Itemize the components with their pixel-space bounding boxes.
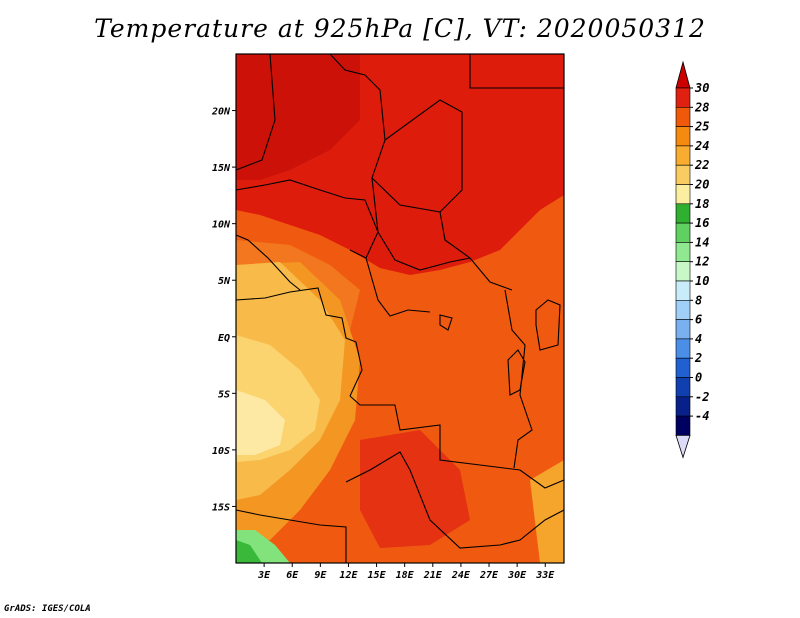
y-tick-label: 10S (212, 446, 230, 457)
country-borders (236, 54, 564, 563)
colorbar-segment (675, 377, 691, 398)
x-tick-label: 9E (314, 570, 327, 581)
x-tick-label: 15E (368, 570, 387, 581)
colorbar-label: 0 (695, 371, 702, 385)
colorbar-label: 30 (694, 81, 709, 95)
x-tick-label: 33E (535, 570, 555, 581)
colorbar-segment (675, 396, 691, 417)
field-orange-southeast (530, 460, 564, 563)
colorbar-label: 14 (695, 235, 709, 249)
colorbar-segment (675, 261, 691, 282)
colorbar-segment (675, 319, 691, 340)
colorbar-label: 18 (695, 197, 709, 211)
colorbar-bottom-arrow (675, 434, 691, 459)
colorbar-segment (675, 145, 691, 166)
x-axis: 3E 6E 9E 12E 15E 18E 21E 24E 27E 30E 33E (257, 563, 555, 581)
colorbar-segment (675, 87, 691, 108)
colorbar-label: 10 (695, 274, 709, 288)
colorbar-label: 20 (694, 178, 709, 192)
field-very-hot-patch (236, 54, 360, 180)
colorbar-label: 4 (695, 332, 702, 346)
colorbar-label: -4 (695, 409, 709, 423)
y-tick-label: 15S (212, 502, 230, 513)
x-tick-label: 12E (339, 570, 358, 581)
colorbar-segment (675, 222, 691, 243)
map-frame (235, 53, 565, 564)
y-tick-label: 20N (211, 107, 231, 118)
temperature-field (236, 54, 564, 563)
x-tick-label: 24E (451, 570, 471, 581)
colorbar-segment (675, 299, 691, 320)
x-tick-label: 3E (257, 570, 271, 581)
x-tick-label: 30E (507, 570, 527, 581)
y-tick-label: 5N (218, 276, 231, 287)
colorbar-label: 12 (695, 255, 709, 269)
colorbar-top-arrow (675, 60, 691, 89)
colorbar-segment (675, 184, 691, 205)
x-tick-label: 6E (286, 570, 299, 581)
colorbar-segment (675, 242, 691, 262)
colorbar-segment (675, 126, 691, 147)
y-tick-label: 5S (218, 389, 230, 400)
y-tick-label: EQ (218, 333, 230, 344)
x-tick-label: 27E (479, 570, 499, 581)
y-axis: 20N 15N 10N 5N EQ 5S 10S 15S (211, 107, 236, 513)
colorbar-label: 24 (694, 139, 709, 153)
y-tick-label: 10N (212, 220, 231, 231)
y-tick-label: 15N (212, 163, 231, 174)
colorbar-label: 2 (694, 351, 702, 365)
colorbar-segment (675, 280, 691, 301)
colorbar-segment (675, 357, 691, 378)
colorbar-label: 25 (694, 120, 709, 134)
colorbar-label: 28 (694, 100, 709, 114)
colorbar-label: 16 (695, 216, 709, 230)
colorbar-segment (675, 338, 691, 359)
field-green-southwest (236, 540, 262, 563)
colorbar-segment (675, 164, 691, 185)
colorbar-label: -2 (695, 390, 709, 404)
colorbar-label: 8 (695, 293, 702, 307)
x-tick-label: 21E (423, 570, 443, 581)
colorbar-segment (675, 203, 691, 224)
x-tick-label: 18E (396, 570, 415, 581)
colorbar-segment (675, 415, 691, 436)
colorbar-label: 6 (695, 313, 702, 327)
chart-title: Temperature at 925hPa [C], VT: 202005031… (94, 14, 706, 43)
colorbar-label: 22 (694, 158, 709, 172)
field-cream-coast (236, 390, 285, 455)
colorbar-segment (675, 107, 691, 127)
grads-credit: GrADS: IGES/COLA (4, 604, 91, 614)
